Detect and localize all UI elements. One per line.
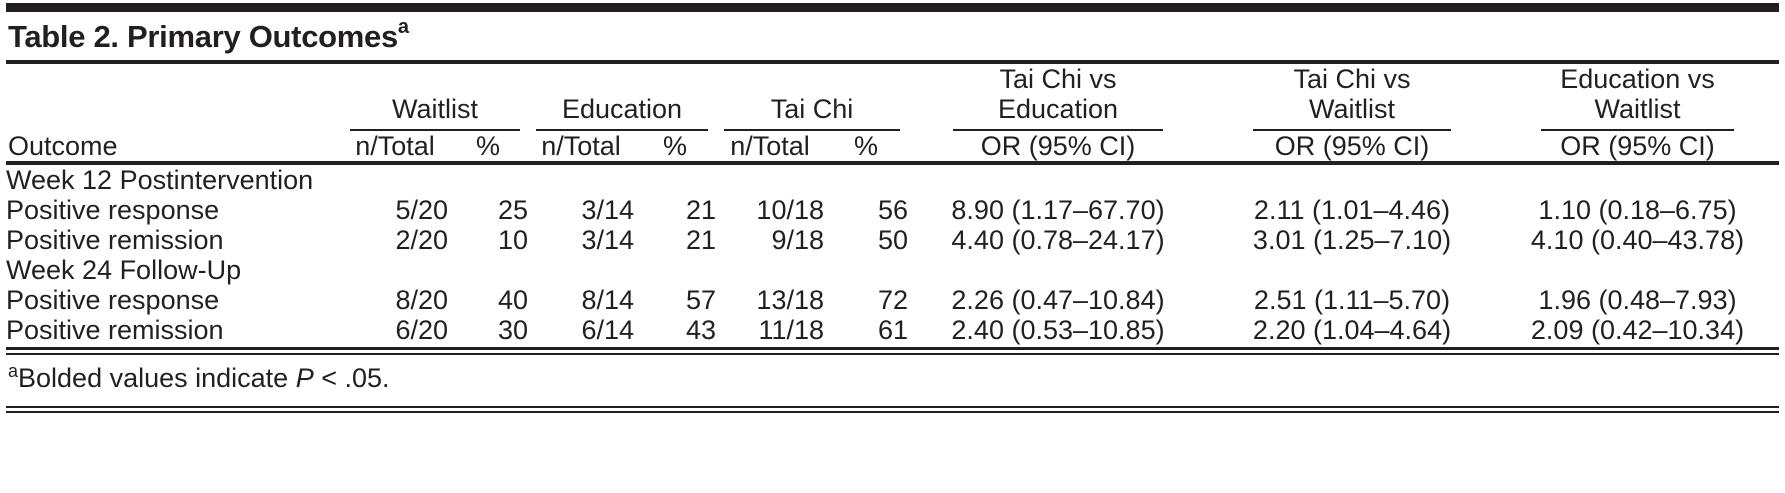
column-header-taichi-percent: %: [824, 131, 908, 165]
column-header-or-taichi-vs-education: OR (95% CI): [908, 131, 1208, 165]
taichi-ntotal-cell: 10/18: [756, 195, 824, 225]
footnote-p-symbol: P: [295, 363, 314, 393]
education-percent-cell: 57: [685, 285, 716, 315]
footnote-text-end: < .05.: [313, 363, 390, 393]
or-education-vs-waitlist-cell: 1.96 (0.48–7.93): [1538, 285, 1737, 315]
group-label-taichi-vs-education-line2: Education: [997, 94, 1119, 124]
education-percent-cell: 21: [685, 225, 716, 255]
column-header-education-ntotal: n/Total: [528, 131, 634, 165]
waitlist-ntotal-cell: 5/20: [395, 195, 448, 225]
top-rule: [6, 3, 1779, 12]
section-label-week12: Week 12 Postintervention: [6, 165, 314, 195]
footnote-separator-rule: [6, 347, 1779, 355]
section-row-week12: Week 12 Postintervention: [6, 163, 1779, 195]
group-label-education-vs-waitlist-line2: Waitlist: [1594, 94, 1681, 124]
column-header-or-taichi-vs-waitlist: OR (95% CI): [1208, 131, 1496, 165]
education-ntotal-cell: 6/14: [581, 315, 634, 345]
or-taichi-vs-waitlist-cell: 2.51 (1.11–5.70): [1253, 285, 1451, 315]
education-ntotal-cell: 3/14: [581, 195, 634, 225]
waitlist-ntotal-cell: 2/20: [395, 225, 448, 255]
table-row: Positive response 5/20 25 3/14 21 10/18 …: [6, 195, 1779, 225]
taichi-ntotal-cell: 9/18: [771, 225, 824, 255]
group-label-education-vs-waitlist-line1: Education vs: [1560, 64, 1715, 94]
column-header-row: Outcome n/Total % n/Total % n/Total % OR…: [6, 131, 1779, 165]
or-taichi-vs-education-cell: 2.26 (0.47–10.84): [951, 285, 1165, 315]
title-rule: [6, 60, 1779, 64]
or-education-vs-waitlist-cell: 1.10 (0.18–6.75): [1538, 195, 1737, 225]
education-percent-cell: 43: [685, 315, 716, 345]
table-title-text: Table 2. Primary Outcomes: [8, 19, 398, 54]
table-row: Positive remission 2/20 10 3/14 21 9/18 …: [6, 225, 1779, 255]
taichi-percent-cell: 50: [877, 225, 908, 255]
column-header-outcome: Outcome: [6, 131, 342, 165]
group-header-row: Waitlist Education Tai Chi Tai Chi vs Ed…: [6, 64, 1779, 131]
column-header-education-percent: %: [634, 131, 716, 165]
column-header-waitlist-percent: %: [448, 131, 528, 165]
group-header-spacer: [6, 64, 342, 131]
column-header-or-education-vs-waitlist: OR (95% CI): [1496, 131, 1779, 165]
group-header-education: Education: [528, 64, 716, 131]
or-education-vs-waitlist-cell: 4.10 (0.40–43.78): [1530, 225, 1745, 255]
primary-outcomes-table: Waitlist Education Tai Chi Tai Chi vs Ed…: [6, 64, 1779, 345]
taichi-ntotal-cell: 11/18: [758, 315, 824, 345]
taichi-percent-cell: 61: [877, 315, 908, 345]
group-header-taichi-vs-education: Tai Chi vs Education: [908, 64, 1208, 131]
or-taichi-vs-education-cell: 8.90 (1.17–67.70): [951, 195, 1165, 225]
or-taichi-vs-waitlist-cell: 2.20 (1.04–4.64): [1252, 315, 1452, 345]
education-ntotal-cell: 3/14: [581, 225, 634, 255]
column-header-waitlist-ntotal: n/Total: [342, 131, 448, 165]
group-label-education: Education: [561, 94, 683, 124]
group-header-taichi-vs-waitlist: Tai Chi vs Waitlist: [1208, 64, 1496, 131]
or-taichi-vs-waitlist-cell: 2.11 (1.01–4.46): [1253, 195, 1451, 225]
group-label-taichi-vs-education-line1: Tai Chi vs: [999, 64, 1117, 94]
taichi-percent-cell: 72: [877, 285, 908, 315]
taichi-percent-cell: 56: [877, 195, 908, 225]
waitlist-percent-cell: 10: [497, 225, 528, 255]
group-header-education-vs-waitlist: Education vs Waitlist: [1496, 64, 1779, 131]
group-label-taichi-vs-waitlist-line1: Tai Chi vs: [1293, 64, 1411, 94]
outcome-cell: Positive response: [6, 285, 220, 315]
waitlist-percent-cell: 40: [497, 285, 528, 315]
outcome-cell: Positive response: [6, 195, 220, 225]
table-title-superscript: a: [397, 16, 409, 38]
or-education-vs-waitlist-cell: 2.09 (0.42–10.34): [1530, 315, 1745, 345]
section-row-week24: Week 24 Follow-Up: [6, 255, 1779, 285]
bottom-rule: [6, 406, 1779, 413]
group-label-taichi-vs-waitlist-line2: Waitlist: [1309, 94, 1395, 124]
group-header-waitlist: Waitlist: [342, 64, 528, 131]
education-ntotal-cell: 8/14: [581, 285, 634, 315]
waitlist-percent-cell: 25: [497, 195, 528, 225]
education-percent-cell: 21: [685, 195, 716, 225]
table-title: Table 2. Primary Outcomesa: [6, 12, 1779, 60]
footnote: aBolded values indicate P < .05.: [6, 355, 1779, 402]
table-row: Positive remission 6/20 30 6/14 43 11/18…: [6, 315, 1779, 345]
group-label-taichi: Tai Chi: [770, 94, 854, 124]
waitlist-percent-cell: 30: [497, 315, 528, 345]
group-header-taichi: Tai Chi: [716, 64, 908, 131]
outcome-cell: Positive remission: [6, 315, 224, 345]
or-taichi-vs-education-cell: 2.40 (0.53–10.85): [951, 315, 1165, 345]
table-row: Positive response 8/20 40 8/14 57 13/18 …: [6, 285, 1779, 315]
footnote-marker: a: [8, 361, 19, 381]
footnote-text: Bolded values indicate: [18, 363, 296, 393]
outcome-cell: Positive remission: [6, 225, 224, 255]
section-label-week24: Week 24 Follow-Up: [6, 255, 242, 285]
column-header-taichi-ntotal: n/Total: [716, 131, 824, 165]
waitlist-ntotal-cell: 6/20: [395, 315, 448, 345]
or-taichi-vs-waitlist-cell: 3.01 (1.25–7.10): [1252, 225, 1452, 255]
or-taichi-vs-education-cell: 4.40 (0.78–24.17): [951, 225, 1165, 255]
waitlist-ntotal-cell: 8/20: [395, 285, 448, 315]
taichi-ntotal-cell: 13/18: [756, 285, 824, 315]
group-label-waitlist: Waitlist: [392, 94, 478, 124]
